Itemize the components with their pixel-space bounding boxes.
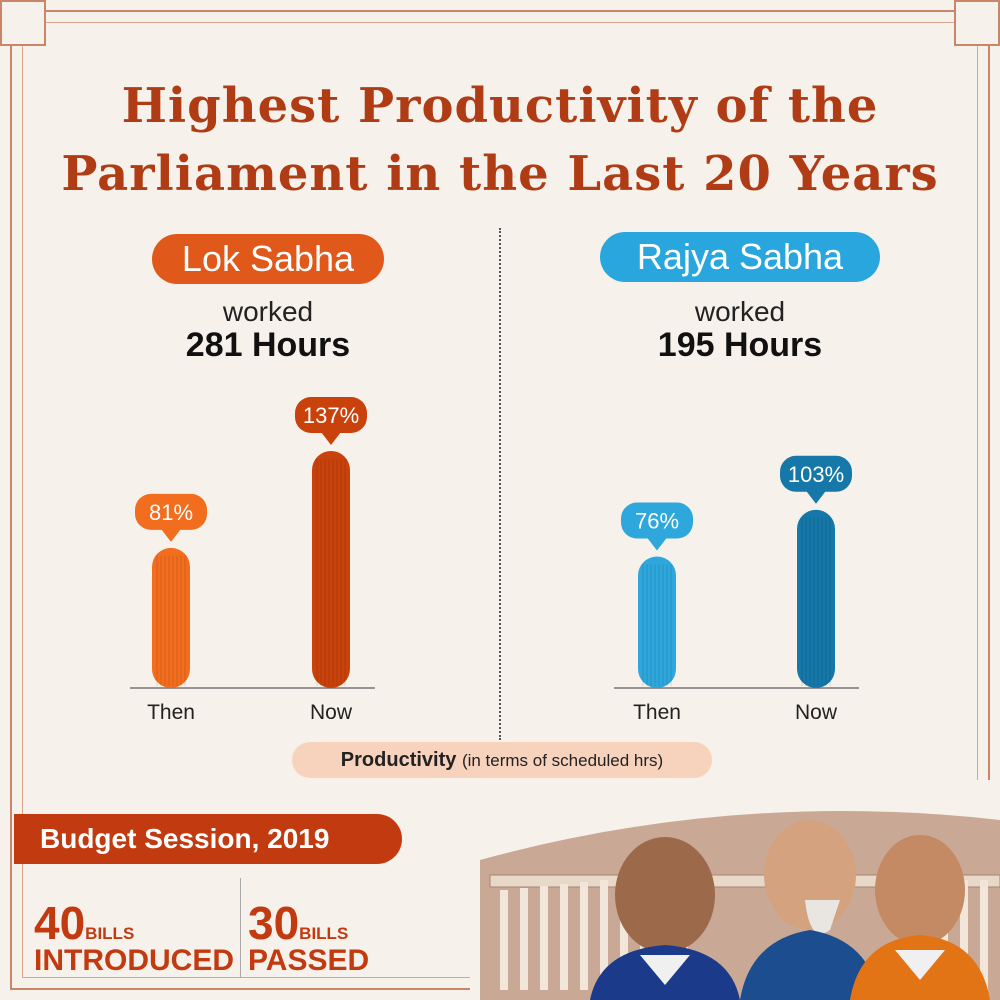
frame-corner [954, 0, 1000, 46]
bar-now [797, 509, 835, 688]
value-bubble-pointer [161, 528, 181, 542]
bills-passed-unit: BILLS [299, 924, 349, 943]
bills-introduced-unit: BILLS [85, 924, 135, 943]
value-bubble-pointer [806, 490, 826, 504]
lok-sabha-hours: 281 Hours [185, 326, 351, 364]
productivity-note-detail: (in terms of scheduled hrs) [461, 751, 664, 770]
value-label: 76% [635, 509, 679, 534]
value-bubble [780, 455, 852, 492]
page-title-line2: Parliament in the Last 20 Years [61, 146, 939, 202]
category-label: Then [147, 701, 195, 724]
lok-sabha-worked-label: worked [222, 296, 314, 327]
value-label: 81% [149, 500, 193, 525]
rajya-sabha-hours: 195 Hours [657, 326, 823, 364]
bar-then [152, 547, 190, 688]
frame-corner [0, 0, 46, 46]
value-bubble-pointer [321, 431, 341, 445]
bills-passed-number: 30 [248, 897, 300, 949]
rajya-sabha-label: Rajya Sabha [600, 232, 880, 282]
person-left-photo [590, 837, 740, 1000]
bills-introduced-number: 40 [34, 897, 86, 949]
parliament-photo [470, 780, 1000, 1000]
bills-introduced-stat: 40BILLS INTRODUCED [34, 900, 234, 976]
bills-passed-word: PASSED [248, 944, 370, 977]
stat-separator [240, 878, 241, 978]
value-bubble [135, 493, 207, 530]
value-bubble-pointer [647, 537, 667, 551]
category-label: Then [633, 701, 681, 724]
center-divider [499, 228, 501, 740]
bills-passed-stat: 30BILLS PASSED [248, 900, 369, 976]
bar-then [638, 556, 676, 688]
value-label: 137% [303, 403, 359, 428]
page-title-line1: Highest Productivity of the [121, 78, 879, 134]
category-label: Now [795, 701, 838, 724]
value-bubble [621, 502, 693, 539]
rajya-sabha-worked-label: worked [694, 296, 786, 327]
person-right-photo [850, 835, 990, 1000]
productivity-note: Productivity (in terms of scheduled hrs) [292, 742, 712, 778]
person-middle-photo [740, 820, 880, 1000]
value-label: 103% [788, 462, 844, 487]
lok-sabha-label: Lok Sabha [152, 234, 384, 284]
bills-introduced-word: INTRODUCED [34, 944, 234, 977]
value-bubble [295, 396, 367, 433]
category-label: Now [310, 701, 353, 724]
bar-now [312, 450, 350, 688]
productivity-note-bold: Productivity [340, 749, 457, 771]
budget-session-badge: Budget Session, 2019 [14, 814, 402, 864]
